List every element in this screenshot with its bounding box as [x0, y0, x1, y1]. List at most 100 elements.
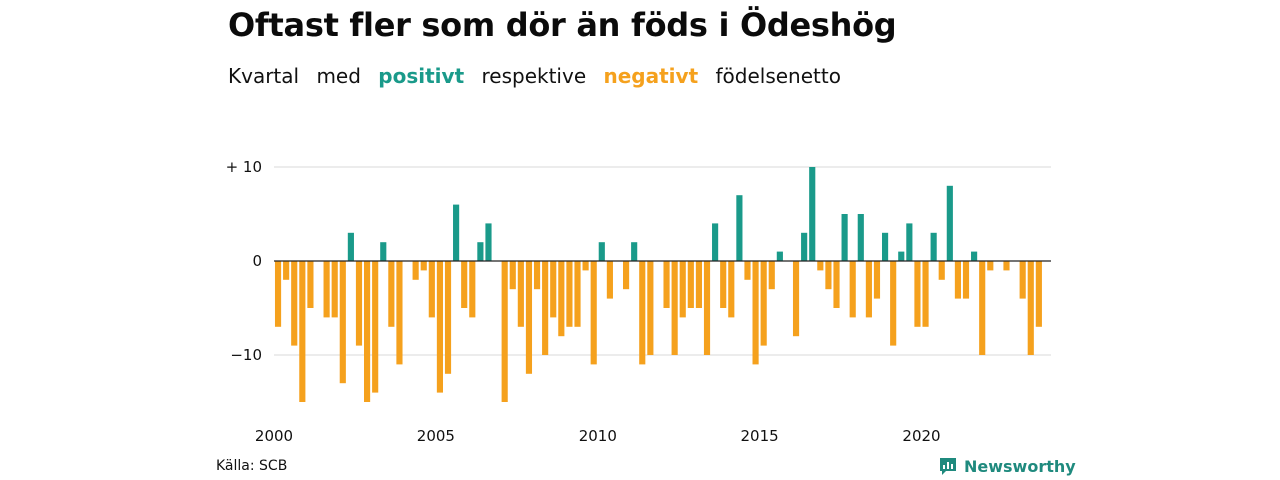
bar-negative [590, 261, 597, 365]
bar-positive [898, 251, 905, 261]
x-tick-label: 2015 [741, 427, 779, 445]
subtitle-word: med [316, 64, 361, 88]
bar-negative [274, 261, 282, 327]
x-tick-label: 2005 [417, 427, 455, 445]
bar-negative [817, 261, 824, 271]
bar-negative [728, 261, 735, 318]
bar-positive [906, 223, 913, 261]
bar-negative [606, 261, 613, 299]
bar-negative [364, 261, 371, 402]
bar-negative [307, 261, 314, 308]
bar-chart: + 10 0 −10 2000 2005 2010 2015 2020 [226, 158, 1051, 445]
bar-positive [971, 251, 978, 261]
bar-negative [339, 261, 346, 384]
bar-negative [703, 261, 711, 355]
bar-negative [283, 261, 290, 280]
y-tick-label: 0 [252, 252, 262, 270]
bar-negative [436, 261, 443, 393]
bar-negative [566, 261, 573, 327]
bar-positive [380, 242, 387, 261]
bar-negative [444, 261, 452, 374]
bar-negative [647, 261, 654, 355]
bar-positive [809, 167, 816, 261]
bar-negative [420, 261, 427, 271]
bar-negative [1019, 261, 1026, 299]
bar-positive [801, 232, 808, 261]
bar-negative [922, 261, 929, 327]
y-tick-label: + 10 [226, 158, 262, 176]
bar-negative [461, 261, 468, 308]
bar-negative [533, 261, 541, 290]
y-axis-labels: + 10 0 −10 [226, 158, 262, 364]
x-tick-label: 2020 [902, 427, 940, 445]
bar-negative [291, 261, 298, 346]
bar-negative [987, 261, 994, 271]
bar-negative [355, 261, 363, 346]
bar-negative [760, 261, 767, 346]
bar-negative [517, 261, 524, 327]
legend-negative-label: negativt [603, 64, 699, 88]
bar-negative [542, 261, 549, 355]
gridlines [274, 166, 1051, 356]
bar-positive [882, 232, 889, 261]
brand-logo[interactable]: Newsworthy [938, 456, 1076, 476]
bar-negative [695, 261, 702, 308]
bar-positive [776, 251, 783, 261]
bar-negative [849, 261, 856, 318]
bar-positive [477, 242, 484, 261]
bar-negative [525, 261, 533, 374]
x-tick-label: 2010 [579, 427, 617, 445]
bar-positive [485, 223, 492, 261]
bar-negative [323, 261, 330, 318]
bar-negative [687, 261, 694, 308]
brand-name: Newsworthy [964, 456, 1076, 476]
y-tick-label: −10 [230, 346, 262, 364]
bar-negative [574, 261, 581, 327]
bar-negative [962, 261, 970, 299]
newsworthy-logo-icon [940, 458, 956, 475]
bar-negative [331, 261, 338, 318]
bar-negative [1035, 261, 1042, 327]
bar-negative [744, 261, 751, 280]
bar-negative [792, 261, 800, 337]
legend-positive-label: positivt [378, 64, 465, 88]
bar-negative [623, 261, 630, 290]
subtitle-word: Kvartal [228, 64, 300, 88]
source-note: Källa: SCB [216, 458, 288, 474]
x-axis-labels: 2000 2005 2010 2015 2020 [255, 427, 941, 445]
bar-positive [841, 214, 848, 261]
bar-negative [720, 261, 727, 308]
subtitle-word: födelsenetto [715, 64, 841, 88]
bar-negative [663, 261, 670, 308]
bar-negative [509, 261, 516, 290]
bar-positive [347, 232, 354, 261]
chart-subtitle: Kvartal med positivt respektive negativt… [228, 64, 852, 88]
bars [274, 167, 1042, 402]
bar-negative [890, 261, 897, 346]
bar-negative [979, 261, 986, 355]
bar-positive [736, 195, 743, 261]
bar-positive [712, 223, 719, 261]
bar-positive [930, 232, 937, 261]
bar-negative [412, 261, 419, 280]
bar-positive [453, 204, 460, 261]
bar-negative [671, 261, 678, 355]
bar-negative [550, 261, 557, 318]
chart-title: Oftast fler som dör än föds i Ödeshög [228, 6, 897, 44]
bar-negative [388, 261, 395, 327]
bar-negative [833, 261, 840, 308]
bar-negative [428, 261, 435, 318]
bar-positive [598, 242, 605, 261]
bar-negative [1003, 261, 1010, 271]
bar-negative [299, 261, 306, 402]
subtitle-word: respektive [481, 64, 587, 88]
bar-negative [768, 261, 775, 290]
bar-negative [752, 261, 759, 365]
bar-positive [631, 242, 638, 261]
bar-negative [558, 261, 565, 337]
bar-negative [865, 261, 872, 318]
x-tick-label: 2000 [255, 427, 293, 445]
bar-negative [501, 261, 508, 402]
bar-negative [469, 261, 476, 318]
bar-negative [825, 261, 832, 290]
